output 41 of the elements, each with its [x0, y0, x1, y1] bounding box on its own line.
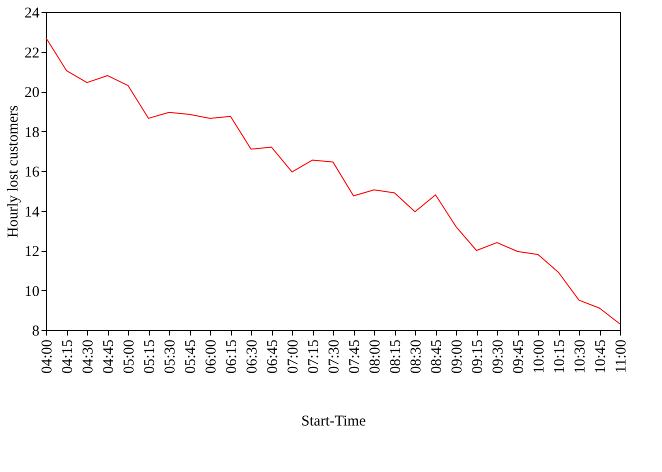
y-tick-label: 10 — [24, 284, 40, 300]
y-axis-title: Hourly lost customers — [6, 105, 22, 238]
x-tick-label: 08:45 — [429, 340, 445, 374]
x-tick-label: 07:00 — [286, 340, 302, 374]
x-tick-label: 09:30 — [490, 340, 506, 374]
x-tick-label: 06:45 — [265, 340, 281, 374]
x-tick-label: 06:30 — [244, 340, 260, 374]
x-tick-label: 10:45 — [593, 340, 609, 374]
x-tick-label: 04:00 — [40, 340, 56, 374]
x-tick-label: 07:30 — [326, 340, 342, 374]
y-tick-label: 12 — [24, 244, 40, 260]
x-tick-label: 09:45 — [511, 340, 527, 374]
x-tick-label: 07:15 — [306, 340, 322, 374]
y-tick-label: 18 — [24, 124, 40, 141]
y-tick-label: 22 — [24, 45, 40, 62]
x-tick-label: 08:00 — [368, 340, 384, 374]
x-tick-label: 04:45 — [101, 340, 117, 374]
x-tick-label: 09:00 — [450, 340, 466, 374]
x-tick-label: 04:30 — [80, 340, 96, 374]
x-tick-label: 05:45 — [183, 340, 199, 374]
x-tick-label: 07:45 — [347, 340, 363, 374]
x-tick-label: 08:15 — [388, 340, 404, 374]
y-tick-label: 8 — [32, 324, 40, 340]
y-tick-label: 24 — [24, 6, 40, 22]
x-tick-label: 05:15 — [142, 340, 158, 374]
x-tick-label: 04:15 — [60, 340, 76, 374]
x-tick-label: 09:15 — [470, 340, 486, 374]
y-tick-label: 16 — [24, 164, 40, 180]
y-tick-label: 20 — [24, 85, 40, 101]
line-series — [46, 37, 620, 325]
x-tick-label: 08:30 — [408, 340, 424, 374]
x-axis-title: Start-Time — [301, 414, 366, 430]
x-tick-label: 10:00 — [532, 340, 548, 374]
x-tick-label: 05:00 — [122, 340, 138, 374]
x-tick-label: 11:00 — [614, 340, 630, 374]
x-tick-label: 10:15 — [552, 340, 568, 374]
y-tick-label: 14 — [24, 204, 40, 220]
x-tick-label: 06:15 — [224, 340, 240, 374]
x-tick-label: 10:30 — [572, 340, 588, 374]
x-tick-label: 05:30 — [162, 340, 178, 374]
x-tick-label: 06:00 — [204, 340, 220, 374]
